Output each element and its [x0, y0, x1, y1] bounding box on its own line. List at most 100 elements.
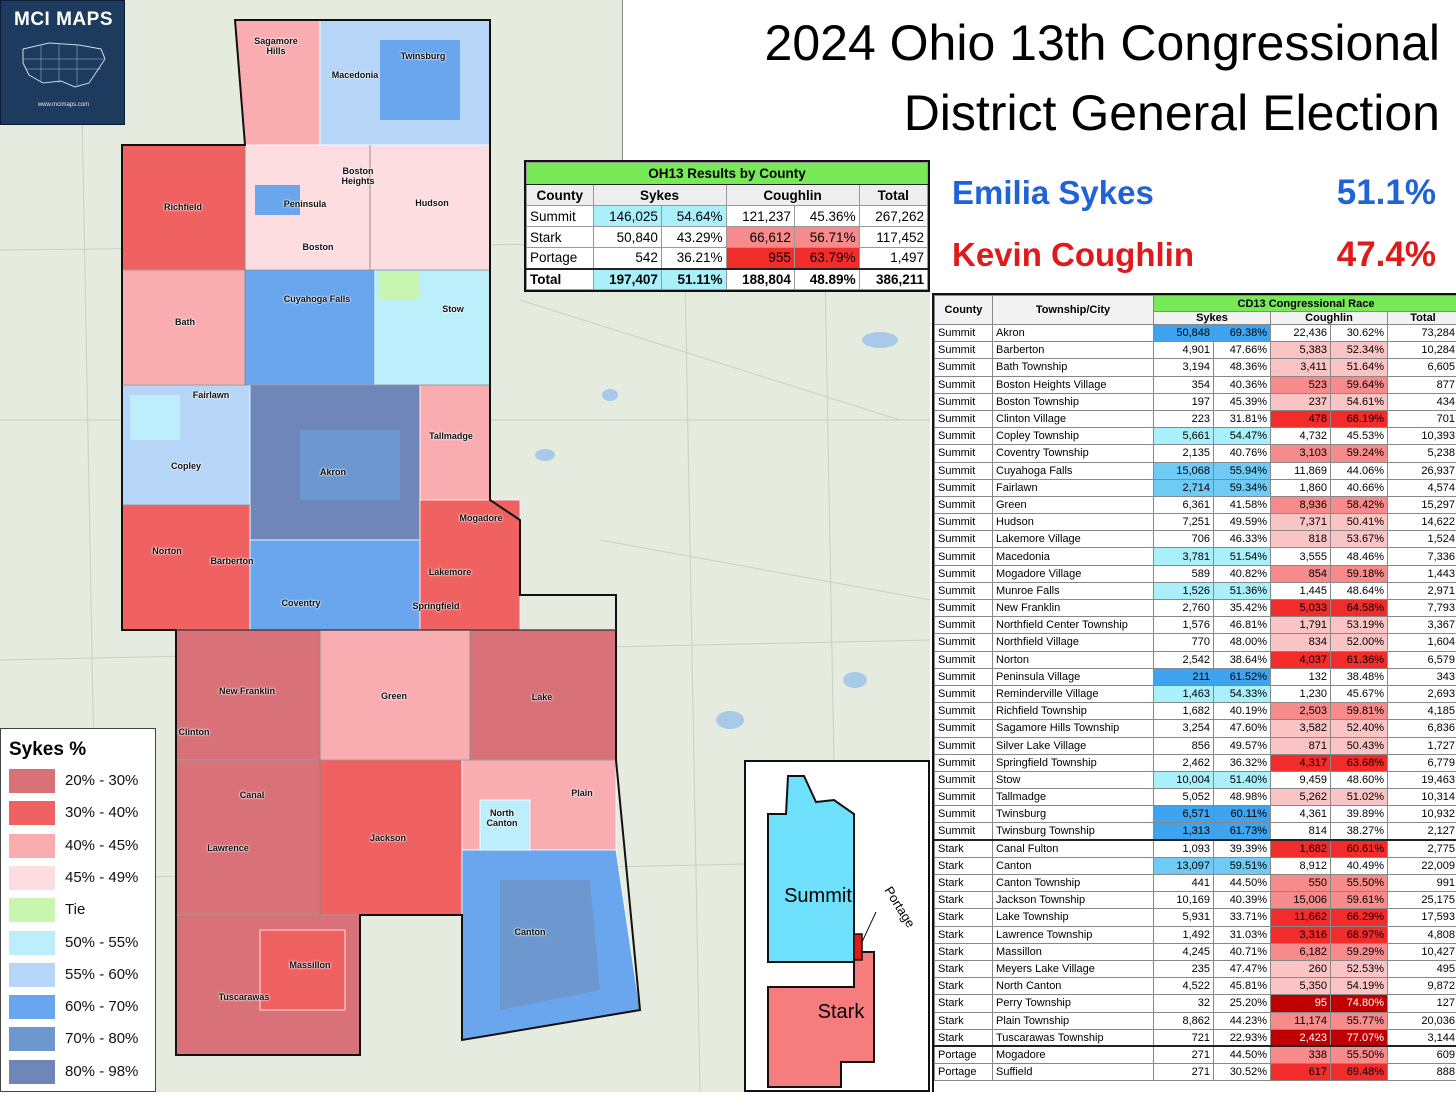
area-norton — [122, 505, 250, 630]
map-place-label: Canal — [212, 790, 292, 800]
logo-url: www.mcimaps.com — [1, 102, 126, 108]
township-table-cell: 41.58% — [1214, 496, 1271, 513]
township-table-cell: 25,175 — [1388, 892, 1456, 909]
township-table-cell: Summit — [935, 754, 993, 771]
township-table-cell: Summit — [935, 548, 993, 565]
township-table-cell: 30.52% — [1214, 1064, 1271, 1081]
township-table-cell: 39.39% — [1214, 840, 1271, 857]
township-table-cell: 15,006 — [1271, 892, 1331, 909]
township-table-header: County — [935, 296, 993, 325]
township-table-cell: 3,103 — [1271, 445, 1331, 462]
township-table-cell: Boston Heights Village — [993, 376, 1154, 393]
township-table-cell: Boston Township — [993, 393, 1154, 410]
township-table-cell: Reminderville Village — [993, 685, 1154, 702]
township-table-cell: 871 — [1271, 737, 1331, 754]
township-table-cell: Twinsburg Township — [993, 823, 1154, 840]
title-line-2: District General Election — [904, 84, 1440, 142]
county-table-cell: Stark — [527, 227, 594, 248]
township-table-cell: 1,604 — [1388, 634, 1456, 651]
township-table-cell: 55.77% — [1331, 1012, 1388, 1029]
township-table-cell: Jackson Township — [993, 892, 1154, 909]
township-results-table: County Township/City CD13 Congressional … — [932, 293, 1456, 1092]
township-table-cell: 58.42% — [1331, 496, 1388, 513]
township-table-cell: 59.81% — [1331, 703, 1388, 720]
township-table-cell: 49.57% — [1214, 737, 1271, 754]
township-table-cell: 354 — [1154, 376, 1214, 393]
township-table-cell: 10,169 — [1154, 892, 1214, 909]
township-table-cell: Summit — [935, 445, 993, 462]
inset-county-map: Summit Stark Portage — [744, 760, 930, 1092]
township-table-cell: 1,682 — [1154, 703, 1214, 720]
county-table-cell: Portage — [527, 248, 594, 269]
township-table-cell: Mogadore — [993, 1046, 1154, 1063]
township-table-cell: 223 — [1154, 410, 1214, 427]
township-table-cell: Sagamore Hills Township — [993, 720, 1154, 737]
township-table-cell: Summit — [935, 771, 993, 788]
township-table-cell: 7,251 — [1154, 514, 1214, 531]
township-table-cell: Richfield Township — [993, 703, 1154, 720]
township-table-cell: 7,793 — [1388, 600, 1456, 617]
township-table-cell: Tallmadge — [993, 789, 1154, 806]
township-table-cell: Summit — [935, 462, 993, 479]
county-table-cell: 36.21% — [661, 248, 726, 269]
map-place-label: Akron — [293, 467, 373, 477]
township-table-cell: 478 — [1271, 410, 1331, 427]
township-table-cell: Massillon — [993, 943, 1154, 960]
township-table-cell: 2,714 — [1154, 479, 1214, 496]
township-table-cell: Stark — [935, 943, 993, 960]
township-table-cell: 59.34% — [1214, 479, 1271, 496]
legend: Sykes % 20% - 30%30% - 40%40% - 45%45% -… — [0, 728, 156, 1092]
township-table-cell: 2,462 — [1154, 754, 1214, 771]
township-table-cell: 68.19% — [1331, 410, 1388, 427]
legend-swatch — [9, 931, 55, 955]
township-table-cell: 69.38% — [1214, 325, 1271, 342]
township-table-cell: 3,411 — [1271, 359, 1331, 376]
township-table-cell: Summit — [935, 823, 993, 840]
township-table-cell: 2,127 — [1388, 823, 1456, 840]
township-table-cell: 38.27% — [1331, 823, 1388, 840]
township-table-cell: 48.98% — [1214, 789, 1271, 806]
township-table-cell: Silver Lake Village — [993, 737, 1154, 754]
county-table-cell: 56.71% — [794, 227, 859, 248]
township-table-cell: Green — [993, 496, 1154, 513]
township-table-cell: 51.40% — [1214, 771, 1271, 788]
township-table-cell: 31.81% — [1214, 410, 1271, 427]
township-table-cell: 51.54% — [1214, 548, 1271, 565]
township-table-cell: 211 — [1154, 668, 1214, 685]
township-table-cell: 51.64% — [1331, 359, 1388, 376]
township-table-cell: 2,971 — [1388, 582, 1456, 599]
township-table-cell: 52.40% — [1331, 720, 1388, 737]
map-place-label: Springfield — [396, 601, 476, 611]
township-table-cell: 44.06% — [1331, 462, 1388, 479]
inset-portage-pointer — [862, 912, 876, 942]
township-table-cell: 6,779 — [1388, 754, 1456, 771]
legend-swatch — [9, 995, 55, 1019]
county-table-cell: 48.89% — [794, 269, 859, 290]
township-table-cell: 5,052 — [1154, 789, 1214, 806]
mci-maps-logo: MCI MAPS www.mcimaps.com — [0, 0, 125, 125]
township-table-cell: 40.39% — [1214, 892, 1271, 909]
township-table-cell: 48.60% — [1331, 771, 1388, 788]
township-table-cell: 197 — [1154, 393, 1214, 410]
township-table-cell: 33.71% — [1214, 909, 1271, 926]
township-table-cell: 44.50% — [1214, 1046, 1271, 1063]
map-place-label: Lake — [502, 692, 582, 702]
township-table-cell: 8,936 — [1271, 496, 1331, 513]
county-table-cell: 50,840 — [593, 227, 661, 248]
county-table-cell: 955 — [726, 248, 794, 269]
township-table-cell: 3,582 — [1271, 720, 1331, 737]
township-table-cell: 441 — [1154, 875, 1214, 892]
township-table-cell: 64.58% — [1331, 600, 1388, 617]
township-table-cell: Stark — [935, 1012, 993, 1029]
